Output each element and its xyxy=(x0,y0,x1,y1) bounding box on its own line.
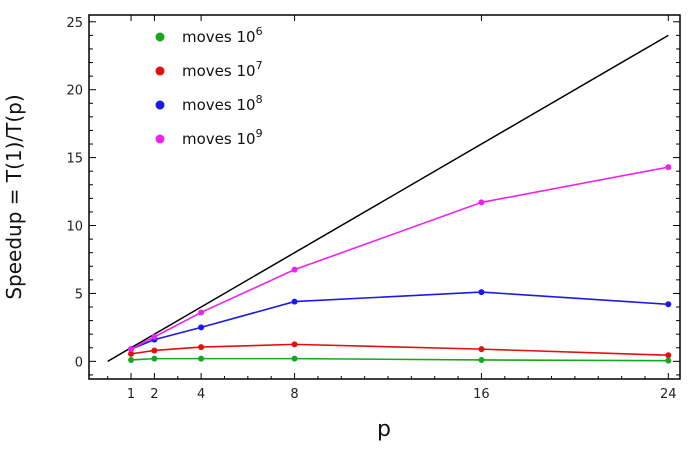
ideal-speedup-line xyxy=(107,34,669,362)
legend: moves 106 moves 107 moves 108 moves 109 xyxy=(155,25,263,148)
data-point xyxy=(128,346,135,353)
series-line xyxy=(130,291,669,350)
series-1 xyxy=(128,355,672,364)
data-point xyxy=(128,356,135,363)
series-group xyxy=(128,164,672,364)
y-tick-label: 5 xyxy=(75,287,83,302)
y-tick-label: 10 xyxy=(66,220,83,235)
data-point xyxy=(151,347,158,354)
legend-marker xyxy=(155,134,165,144)
y-tick-label: 20 xyxy=(66,84,83,99)
data-point xyxy=(291,298,298,305)
legend-label: moves 108 xyxy=(182,93,263,114)
data-point xyxy=(478,199,485,206)
x-tick-label: 2 xyxy=(150,387,158,402)
y-axis-label: Speedup = T(1)/T(p) xyxy=(2,94,26,299)
series-3 xyxy=(128,289,672,353)
data-point xyxy=(151,355,158,362)
series-2 xyxy=(128,341,672,359)
y-tick-label: 0 xyxy=(75,355,83,370)
x-axis-label: p xyxy=(377,417,391,442)
y-tick-label: 15 xyxy=(66,152,83,167)
legend-exponent: 8 xyxy=(256,93,263,106)
x-tick-label: 24 xyxy=(660,387,677,402)
data-point xyxy=(478,356,485,363)
legend-label: moves 109 xyxy=(182,127,263,148)
x-tick-label: 16 xyxy=(473,387,490,402)
legend-label: moves 107 xyxy=(182,59,263,80)
data-point xyxy=(198,309,205,316)
legend-item: moves 107 xyxy=(155,59,263,80)
data-point xyxy=(128,350,135,357)
data-point xyxy=(478,289,485,296)
x-tick-label: 4 xyxy=(197,387,205,402)
legend-exponent: 7 xyxy=(256,59,263,72)
data-point xyxy=(665,357,672,364)
legend-marker xyxy=(155,32,165,42)
series-line xyxy=(130,343,669,357)
data-point xyxy=(151,333,158,340)
data-point xyxy=(478,346,485,353)
plot-frame xyxy=(88,14,681,380)
x-tick-label: 1 xyxy=(127,387,135,402)
legend-item: moves 108 xyxy=(155,93,263,114)
ideal-line xyxy=(107,34,669,362)
data-point xyxy=(291,266,298,273)
legend-label: moves 106 xyxy=(182,25,263,46)
legend-marker xyxy=(155,66,165,76)
legend-item: moves 106 xyxy=(155,25,263,46)
data-point xyxy=(665,352,672,359)
data-point xyxy=(198,324,205,331)
data-point xyxy=(198,344,205,351)
legend-item: moves 109 xyxy=(155,127,263,148)
legend-exponent: 6 xyxy=(256,25,263,38)
y-tick-label: 25 xyxy=(66,16,83,31)
series-line xyxy=(131,357,669,362)
data-point xyxy=(665,301,672,308)
x-tick-label: 8 xyxy=(290,387,298,402)
legend-marker xyxy=(155,100,165,110)
series-line xyxy=(130,166,669,350)
data-point xyxy=(291,341,298,348)
data-point xyxy=(198,355,205,362)
data-point xyxy=(665,164,672,171)
legend-exponent: 9 xyxy=(256,127,263,140)
series-4 xyxy=(128,164,672,353)
data-point xyxy=(291,355,298,362)
